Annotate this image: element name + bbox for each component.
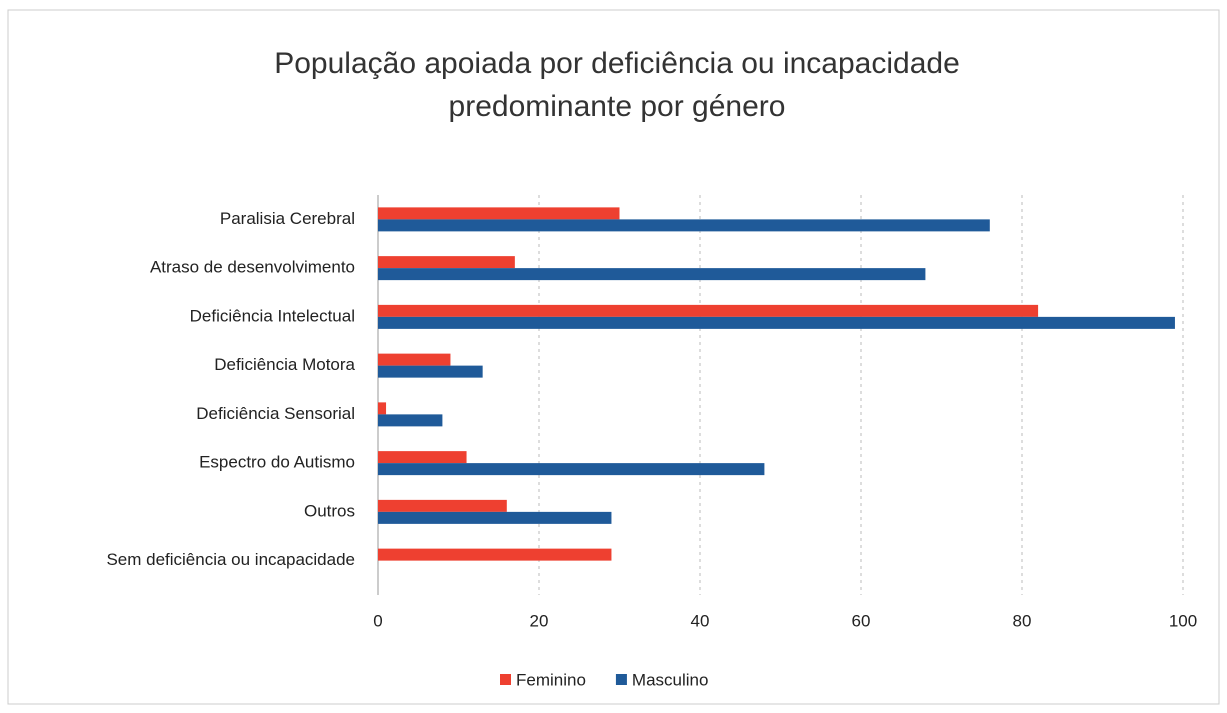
chart-frame bbox=[7, 9, 1220, 705]
bar bbox=[378, 207, 620, 220]
y-tick-label: Deficiência Motora bbox=[214, 355, 355, 374]
legend-label: Feminino bbox=[516, 670, 586, 689]
legend-swatch bbox=[500, 674, 511, 685]
bar bbox=[378, 463, 765, 476]
chart-title: predominante por género bbox=[449, 90, 786, 123]
y-tick-label: Espectro do Autismo bbox=[199, 453, 355, 472]
bar bbox=[378, 256, 515, 269]
bar bbox=[378, 219, 990, 232]
y-tick-label: Atraso de desenvolvimento bbox=[150, 258, 355, 277]
legend-swatch bbox=[615, 674, 627, 685]
y-tick-label: Outros bbox=[304, 501, 355, 520]
bar bbox=[378, 451, 467, 464]
x-tick-label: 20 bbox=[530, 611, 549, 630]
x-tick-label: 60 bbox=[852, 611, 871, 630]
bar bbox=[378, 316, 1175, 329]
chart-title: População apoiada por deficiência ou inc… bbox=[274, 47, 960, 80]
x-tick-label: 40 bbox=[691, 611, 710, 630]
x-tick-label: 80 bbox=[1013, 611, 1032, 630]
bar bbox=[378, 365, 483, 378]
y-tick-label: Paralisia Cerebral bbox=[220, 209, 355, 228]
x-tick-label: 0 bbox=[373, 611, 382, 630]
y-tick-label: Deficiência Sensorial bbox=[196, 404, 355, 423]
legend-label: Masculino bbox=[632, 670, 709, 689]
y-tick-label: Sem deficiência ou incapacidade bbox=[106, 550, 355, 569]
bar bbox=[378, 548, 612, 561]
x-tick-label: 100 bbox=[1169, 611, 1197, 630]
y-tick-label: Deficiência Intelectual bbox=[190, 306, 355, 325]
bar bbox=[378, 511, 612, 524]
bar bbox=[378, 402, 387, 415]
bar bbox=[378, 353, 451, 366]
bar bbox=[378, 499, 507, 512]
bar bbox=[378, 414, 443, 427]
bar bbox=[378, 304, 1039, 317]
bar bbox=[378, 268, 926, 281]
